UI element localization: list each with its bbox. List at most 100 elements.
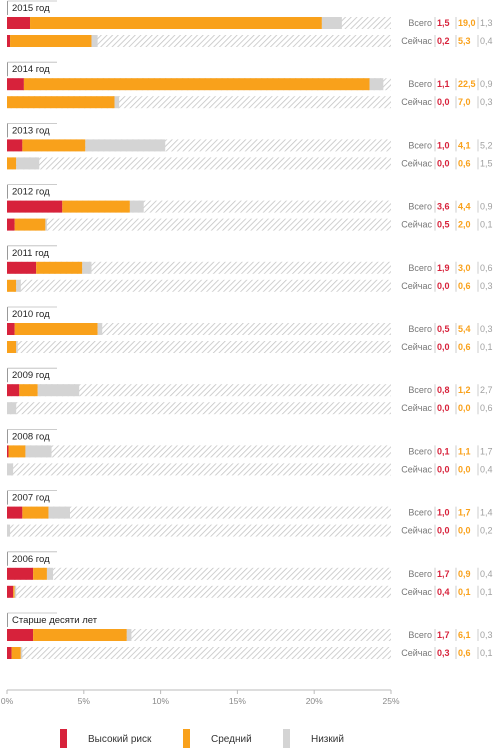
tick-label: 10%	[152, 696, 169, 706]
bar-remainder	[7, 218, 391, 231]
bar-segment-Низкий	[97, 323, 103, 335]
bar-segment-Низкий	[46, 567, 54, 580]
group-label: 2008 год	[12, 431, 50, 442]
group-0: 2015 год Всего 1,5 19,0 1,3 Сейчас 0,2 5,3 0,4	[7, 0, 493, 47]
value-label: 4,1	[458, 140, 471, 150]
value-label: 1,0	[437, 508, 450, 518]
value-label: 0,0	[437, 97, 450, 107]
legend-swatch	[183, 729, 190, 748]
bar-row: Всего 1,0 4,1 5,2	[7, 139, 493, 152]
group-label: 2009 год	[12, 370, 50, 381]
bar-segment-Средний	[7, 279, 17, 292]
bar-segment-Низкий	[369, 78, 384, 91]
bar-segment-Низкий	[114, 96, 120, 109]
value-label: 1,9	[437, 263, 450, 273]
row-label: Всего	[408, 446, 432, 456]
row-label: Сейчас	[401, 97, 432, 107]
value-label: 0,6	[458, 342, 471, 352]
value-label: 1,7	[437, 569, 450, 579]
row-label: Всего	[408, 140, 432, 150]
row-label: Сейчас	[401, 36, 432, 46]
bar-segment-Средний	[7, 96, 115, 109]
group-label: 2012 год	[12, 187, 50, 198]
row-label: Всего	[408, 508, 432, 518]
value-label: 19,0	[458, 18, 476, 28]
legend-label: Высокий риск	[88, 734, 152, 745]
bar-segment-Средний	[33, 629, 127, 641]
value-label: 0,0	[437, 526, 450, 536]
bar-segment-Низкий	[126, 629, 132, 641]
value-label: 0,0	[437, 403, 450, 413]
group-4: 2011 год Всего 1,9 3,0 0,6 Сейчас 0,0 0,6 0,3	[7, 245, 493, 292]
value-label: 1,7	[458, 508, 471, 518]
row-label: Всего	[408, 569, 432, 579]
value-label: 1,7	[480, 446, 493, 456]
value-label: 5,2	[480, 140, 493, 150]
bar-segment-Средний	[30, 17, 322, 29]
bar-row: Всего 0,1 1,1 1,7	[7, 445, 493, 458]
row-label: Сейчас	[401, 158, 432, 168]
row-label: Сейчас	[401, 464, 432, 474]
bar-segment-Низкий	[16, 341, 18, 353]
group-label: 2010 год	[12, 309, 50, 320]
bar-segment-Низкий	[85, 139, 166, 152]
value-label: 0,3	[480, 324, 493, 334]
row-label: Сейчас	[401, 281, 432, 291]
value-label: 0,8	[437, 385, 450, 395]
group-label: 2014 год	[12, 64, 50, 75]
group-label: 2006 год	[12, 554, 50, 565]
bar-segment-Средний	[62, 200, 130, 213]
value-label: 1,3	[480, 18, 493, 28]
group-9: 2006 год Всего 1,7 0,9 0,4 Сейчас 0,4 0,1 0,1	[7, 551, 493, 598]
group-7: 2008 год Всего 0,1 1,1 1,7 Сейчас 0,0 0,0 0,4	[7, 428, 493, 476]
bar-segment-Высокий риск	[7, 445, 9, 458]
group-3: 2012 год Всего 3,6 4,4 0,9 Сейчас 0,5 2,0 0,1	[7, 184, 493, 231]
bar-segment-Низкий	[48, 506, 70, 519]
bar-row: Сейчас 0,0 7,0 0,3	[7, 96, 493, 109]
bar-segment-Низкий	[16, 157, 40, 170]
row-label: Всего	[408, 324, 432, 334]
bar-remainder	[7, 341, 391, 353]
value-label: 0,3	[480, 281, 493, 291]
value-label: 6,1	[458, 630, 471, 640]
bar-segment-Низкий	[25, 445, 52, 458]
bar-segment-Низкий	[129, 200, 144, 213]
bar-segment-Низкий	[20, 647, 23, 659]
bar-segment-Средний	[14, 323, 98, 335]
row-label: Сейчас	[401, 648, 432, 658]
group-label: 2015 год	[12, 3, 50, 14]
bar-segment-Средний	[8, 445, 26, 458]
tick-label: 20%	[306, 696, 323, 706]
value-label: 0,9	[480, 79, 493, 89]
bar-remainder	[7, 585, 391, 598]
value-label: 0,0	[437, 342, 450, 352]
bar-segment-Средний	[36, 261, 83, 274]
bar-row: Сейчас 0,0 0,0 0,2	[7, 524, 493, 537]
value-label: 0,6	[458, 281, 471, 291]
bar-row: Всего 0,8 1,2 2,7	[7, 384, 493, 397]
tick-label: 15%	[229, 696, 246, 706]
group-5: 2010 год Всего 0,5 5,4 0,3 Сейчас 0,0 0,6 0,1	[7, 306, 493, 353]
value-label: 0,1	[480, 220, 493, 230]
value-label: 0,0	[458, 403, 471, 413]
value-label: 22,5	[458, 79, 476, 89]
bar-segment-Низкий	[37, 384, 80, 397]
bar-row: Всего 1,5 19,0 1,3	[7, 17, 493, 29]
bar-remainder	[7, 279, 391, 292]
bar-segment-Средний	[19, 384, 38, 397]
group-label: 2011 год	[12, 248, 49, 259]
bar-segment-Низкий	[321, 17, 342, 29]
bar-row: Всего 1,7 6,1 0,3	[7, 629, 493, 641]
bar-segment-Высокий риск	[7, 261, 37, 274]
bar-row: Сейчас 0,3 0,6 0,1	[7, 647, 493, 659]
group-8: 2007 год Всего 1,0 1,7 1,4 Сейчас 0,0 0,0 0,2	[7, 490, 493, 537]
row-label: Всего	[408, 630, 432, 640]
tick-label: 0%	[1, 696, 14, 706]
bar-segment-Высокий риск	[7, 506, 23, 519]
row-label: Всего	[408, 263, 432, 273]
group-label: Старше десяти лет	[12, 615, 98, 626]
bar-segment-Низкий	[82, 261, 92, 274]
value-label: 0,2	[437, 36, 450, 46]
bar-remainder	[7, 647, 391, 659]
